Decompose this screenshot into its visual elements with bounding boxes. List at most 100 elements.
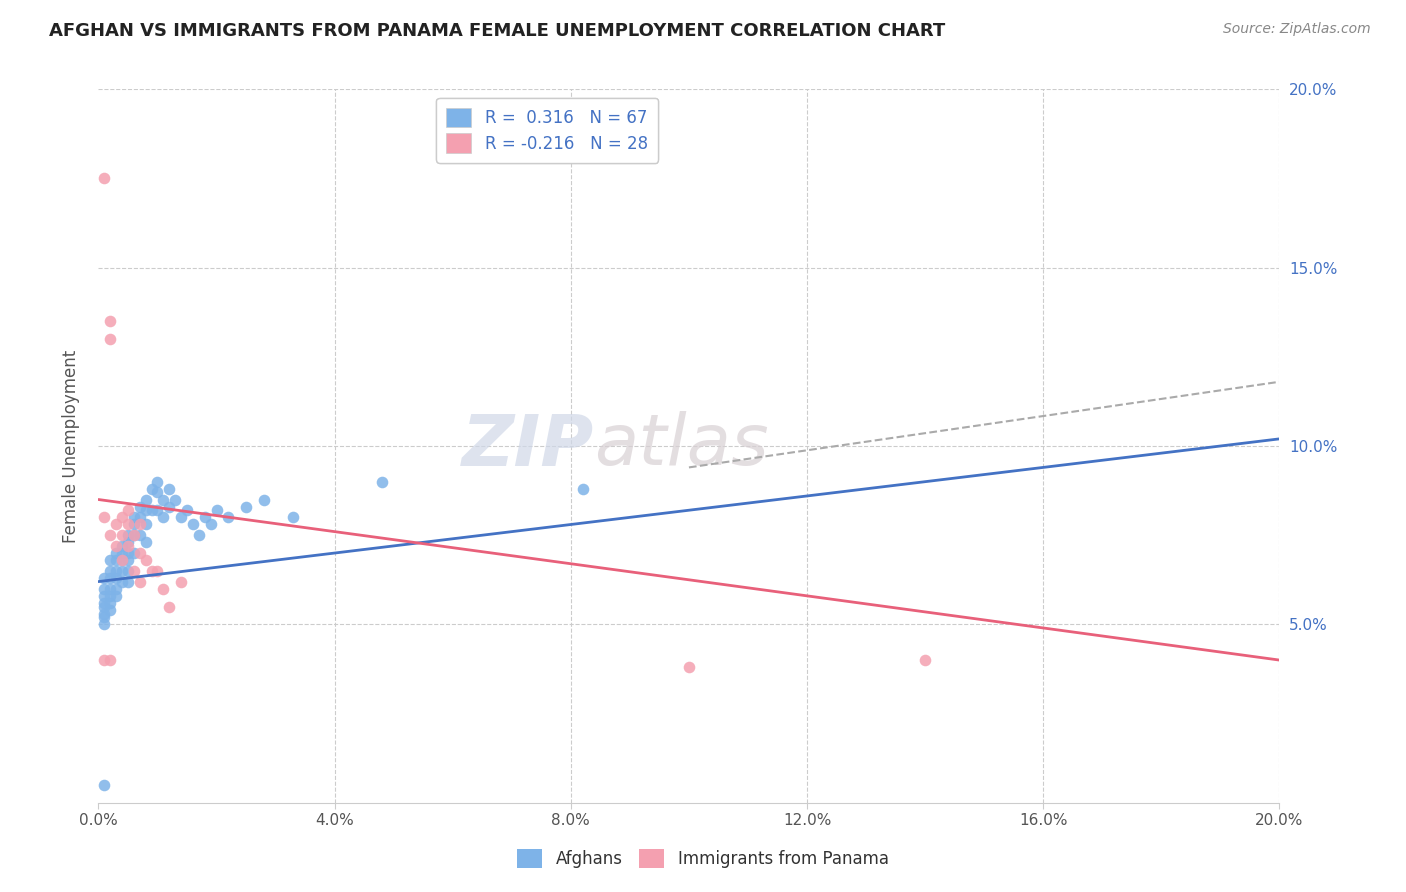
Point	[253, 492, 276, 507]
Point	[98, 603, 121, 617]
Point	[98, 582, 121, 596]
Point	[93, 610, 115, 624]
Point	[98, 528, 121, 542]
Point	[181, 517, 204, 532]
Point	[122, 510, 145, 524]
Point	[135, 517, 157, 532]
Point	[152, 582, 174, 596]
Point	[93, 171, 115, 186]
Text: Source: ZipAtlas.com: Source: ZipAtlas.com	[1223, 22, 1371, 37]
Point	[141, 564, 163, 578]
Point	[111, 510, 134, 524]
Point	[93, 778, 115, 792]
Point	[128, 574, 150, 589]
Point	[105, 589, 128, 603]
Point	[141, 482, 163, 496]
Point	[146, 564, 169, 578]
Point	[122, 528, 145, 542]
Point	[93, 617, 115, 632]
Point	[152, 510, 174, 524]
Point	[93, 653, 115, 667]
Point	[117, 539, 139, 553]
Point	[176, 503, 198, 517]
Point	[135, 492, 157, 507]
Point	[235, 500, 257, 514]
Point	[200, 517, 222, 532]
Point	[98, 589, 121, 603]
Point	[371, 475, 394, 489]
Point	[117, 517, 139, 532]
Point	[93, 571, 115, 585]
Point	[187, 528, 209, 542]
Point	[111, 539, 134, 553]
Point	[105, 553, 128, 567]
Text: ZIP: ZIP	[463, 411, 595, 481]
Point	[128, 528, 150, 542]
Point	[117, 564, 139, 578]
Point	[194, 510, 217, 524]
Point	[93, 582, 115, 596]
Point	[111, 546, 134, 560]
Legend: Afghans, Immigrants from Panama: Afghans, Immigrants from Panama	[510, 842, 896, 875]
Point	[98, 564, 121, 578]
Point	[105, 582, 128, 596]
Point	[128, 510, 150, 524]
Point	[105, 564, 128, 578]
Point	[122, 528, 145, 542]
Point	[105, 517, 128, 532]
Legend: R =  0.316   N = 67, R = -0.216   N = 28: R = 0.316 N = 67, R = -0.216 N = 28	[436, 97, 658, 162]
Point	[283, 510, 305, 524]
Point	[111, 528, 134, 542]
Point	[128, 546, 150, 560]
Point	[128, 500, 150, 514]
Point	[111, 553, 134, 567]
Point	[678, 660, 700, 674]
Point	[914, 653, 936, 667]
Point	[122, 564, 145, 578]
Point	[146, 485, 169, 500]
Point	[170, 574, 193, 589]
Point	[135, 503, 157, 517]
Point	[128, 517, 150, 532]
Point	[117, 503, 139, 517]
Point	[135, 553, 157, 567]
Point	[146, 503, 169, 517]
Point	[117, 546, 139, 560]
Point	[146, 475, 169, 489]
Point	[111, 564, 134, 578]
Point	[217, 510, 239, 524]
Point	[157, 482, 180, 496]
Point	[111, 574, 134, 589]
Point	[93, 607, 115, 621]
Point	[157, 500, 180, 514]
Point	[157, 599, 180, 614]
Point	[111, 553, 134, 567]
Point	[98, 314, 121, 328]
Point	[117, 535, 139, 549]
Point	[98, 596, 121, 610]
Point	[141, 503, 163, 517]
Point	[105, 571, 128, 585]
Point	[105, 546, 128, 560]
Point	[122, 517, 145, 532]
Text: AFGHAN VS IMMIGRANTS FROM PANAMA FEMALE UNEMPLOYMENT CORRELATION CHART: AFGHAN VS IMMIGRANTS FROM PANAMA FEMALE …	[49, 22, 945, 40]
Point	[152, 492, 174, 507]
Point	[122, 546, 145, 560]
Point	[98, 653, 121, 667]
Point	[170, 510, 193, 524]
Point	[98, 553, 121, 567]
Point	[105, 539, 128, 553]
Point	[205, 503, 228, 517]
Text: atlas: atlas	[595, 411, 769, 481]
Point	[93, 589, 115, 603]
Point	[98, 571, 121, 585]
Point	[135, 535, 157, 549]
Point	[98, 332, 121, 346]
Point	[93, 510, 115, 524]
Point	[117, 553, 139, 567]
Point	[93, 599, 115, 614]
Point	[165, 492, 187, 507]
Y-axis label: Female Unemployment: Female Unemployment	[62, 350, 80, 542]
Point	[571, 482, 593, 496]
Point	[117, 528, 139, 542]
